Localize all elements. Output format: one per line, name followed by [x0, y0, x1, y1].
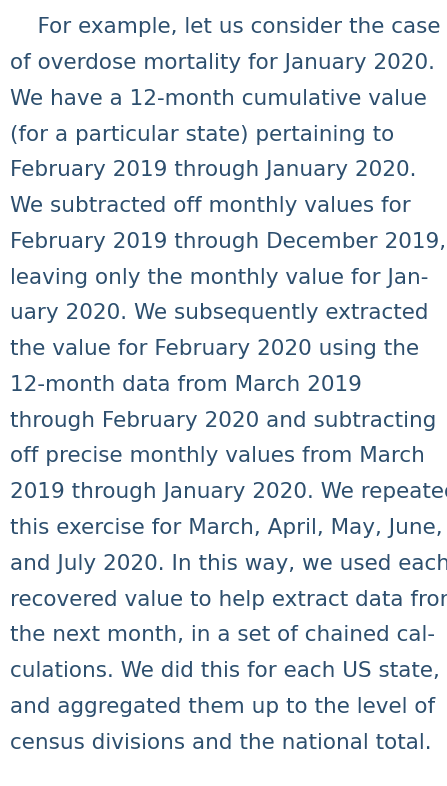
Text: culations. We did this for each US state,: culations. We did this for each US state… — [10, 661, 440, 681]
Text: and aggregated them up to the level of: and aggregated them up to the level of — [10, 696, 435, 717]
Text: leaving only the monthly value for Jan-: leaving only the monthly value for Jan- — [10, 267, 428, 288]
Text: (for a particular state) pertaining to: (for a particular state) pertaining to — [10, 124, 394, 145]
Text: We subtracted off monthly values for: We subtracted off monthly values for — [10, 196, 411, 216]
Text: uary 2020. We subsequently extracted: uary 2020. We subsequently extracted — [10, 303, 428, 323]
Text: census divisions and the national total.: census divisions and the national total. — [10, 733, 431, 752]
Text: off precise monthly values from March: off precise monthly values from March — [10, 446, 425, 466]
Text: of overdose mortality for January 2020.: of overdose mortality for January 2020. — [10, 53, 435, 73]
Text: 2019 through January 2020. We repeated: 2019 through January 2020. We repeated — [10, 482, 447, 502]
Text: through February 2020 and subtracting: through February 2020 and subtracting — [10, 410, 436, 431]
Text: We have a 12-month cumulative value: We have a 12-month cumulative value — [10, 89, 427, 108]
Text: this exercise for March, April, May, June,: this exercise for March, April, May, Jun… — [10, 518, 443, 538]
Text: 12-month data from March 2019: 12-month data from March 2019 — [10, 375, 362, 395]
Text: the next month, in a set of chained cal-: the next month, in a set of chained cal- — [10, 626, 435, 645]
Text: February 2019 through December 2019,: February 2019 through December 2019, — [10, 232, 446, 252]
Text: February 2019 through January 2020.: February 2019 through January 2020. — [10, 160, 416, 180]
Text: For example, let us consider the case: For example, let us consider the case — [10, 17, 440, 37]
Text: the value for February 2020 using the: the value for February 2020 using the — [10, 340, 419, 359]
Text: recovered value to help extract data from: recovered value to help extract data fro… — [10, 590, 447, 609]
Text: and July 2020. In this way, we used each: and July 2020. In this way, we used each — [10, 553, 447, 574]
